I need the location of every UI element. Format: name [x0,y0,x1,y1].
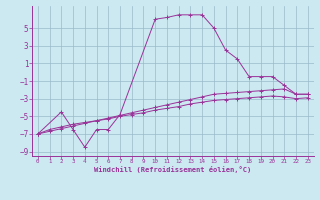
X-axis label: Windchill (Refroidissement éolien,°C): Windchill (Refroidissement éolien,°C) [94,166,252,173]
